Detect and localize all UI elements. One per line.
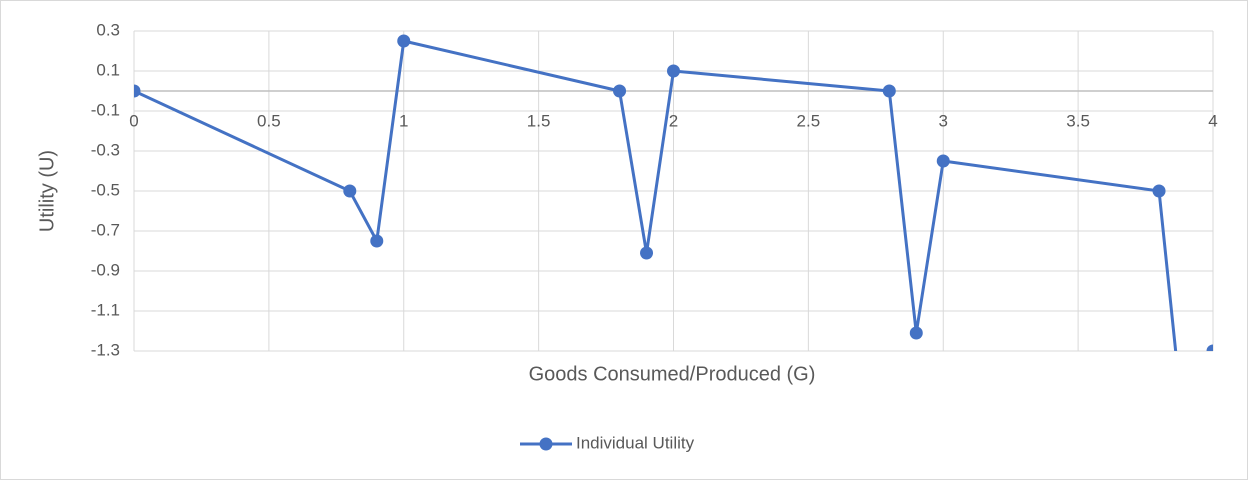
- x-tick-label: 3: [939, 111, 948, 130]
- x-tick-label: 2: [669, 111, 678, 130]
- y-tick-label: -0.9: [91, 260, 120, 279]
- plot-area: [134, 34, 1213, 351]
- y-tick-label: 0.1: [96, 60, 120, 79]
- data-point: [1206, 344, 1213, 351]
- data-point: [397, 34, 411, 48]
- x-tick-label: 1.5: [527, 111, 551, 130]
- data-point: [370, 234, 384, 248]
- y-tick-label: -1.3: [91, 340, 120, 359]
- data-point: [134, 84, 141, 98]
- legend-marker: [539, 437, 553, 451]
- data-point: [1152, 184, 1166, 198]
- legend-label: Individual Utility: [576, 433, 695, 452]
- data-point: [667, 64, 680, 78]
- data-point: [640, 246, 654, 260]
- x-tick-label: 4: [1208, 111, 1217, 130]
- data-point: [613, 84, 627, 98]
- x-tick-label: 1: [399, 111, 408, 130]
- y-tick-label: -0.5: [91, 180, 120, 199]
- data-point: [343, 184, 357, 198]
- y-axis-title: Utility (U): [36, 150, 58, 232]
- data-point: [909, 326, 923, 340]
- y-tick-label: -0.1: [91, 100, 120, 119]
- data-point: [882, 84, 896, 98]
- y-tick-label: -0.3: [91, 140, 120, 159]
- y-tick-label: -0.7: [91, 220, 120, 239]
- x-tick-label: 0: [129, 111, 138, 130]
- y-tick-label: 0.3: [96, 20, 120, 39]
- x-axis-title: Goods Consumed/Produced (G): [529, 363, 816, 385]
- data-point: [936, 154, 950, 168]
- x-tick-label: 3.5: [1066, 111, 1090, 130]
- y-tick-label: -1.1: [91, 300, 120, 319]
- x-tick-label: 2.5: [797, 111, 821, 130]
- x-tick-label: 0.5: [257, 111, 281, 130]
